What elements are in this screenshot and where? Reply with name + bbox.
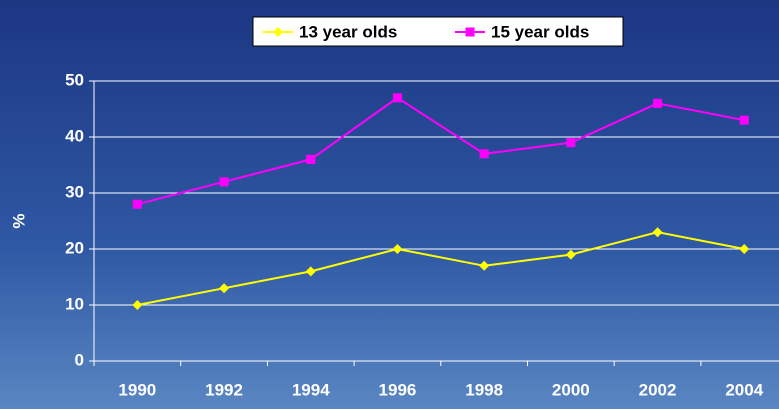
y-tick-label: 30 (65, 182, 84, 201)
x-tick-label: 2004 (725, 380, 763, 399)
x-tick-label: 2002 (639, 380, 677, 399)
marker (306, 154, 316, 164)
x-tick-label: 1998 (465, 380, 503, 399)
marker (219, 283, 230, 294)
marker (219, 177, 229, 187)
series-line (137, 96, 745, 206)
x-tick-label: 1992 (205, 380, 243, 399)
y-tick-label: 50 (65, 70, 84, 89)
y-axis-label: % (9, 213, 28, 228)
marker (739, 244, 750, 254)
y-tick-label: 10 (65, 294, 84, 313)
marker (273, 27, 283, 37)
marker (132, 199, 142, 209)
marker (305, 266, 316, 277)
x-tick-label: 1996 (379, 380, 417, 399)
marker (479, 260, 490, 271)
legend-box (252, 16, 624, 47)
x-tick-label: 1994 (292, 380, 330, 399)
y-tick-label: 40 (65, 126, 84, 145)
marker (392, 244, 403, 254)
series-line (137, 231, 745, 306)
x-tick-label: 2000 (552, 380, 590, 399)
marker (653, 98, 663, 108)
y-tick-label: 0 (75, 350, 84, 369)
marker (652, 227, 663, 238)
y-tick-label: 20 (65, 238, 84, 257)
marker (739, 115, 749, 125)
marker (465, 27, 475, 37)
legend-label: 13 year olds (299, 22, 397, 41)
marker (479, 149, 489, 159)
marker (566, 138, 576, 148)
marker (565, 249, 576, 260)
marker (132, 300, 143, 310)
legend-label: 15 year olds (491, 22, 589, 41)
marker (392, 93, 402, 103)
x-tick-label: 1990 (118, 380, 156, 399)
